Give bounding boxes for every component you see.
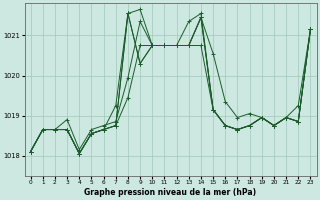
X-axis label: Graphe pression niveau de la mer (hPa): Graphe pression niveau de la mer (hPa) — [84, 188, 257, 197]
